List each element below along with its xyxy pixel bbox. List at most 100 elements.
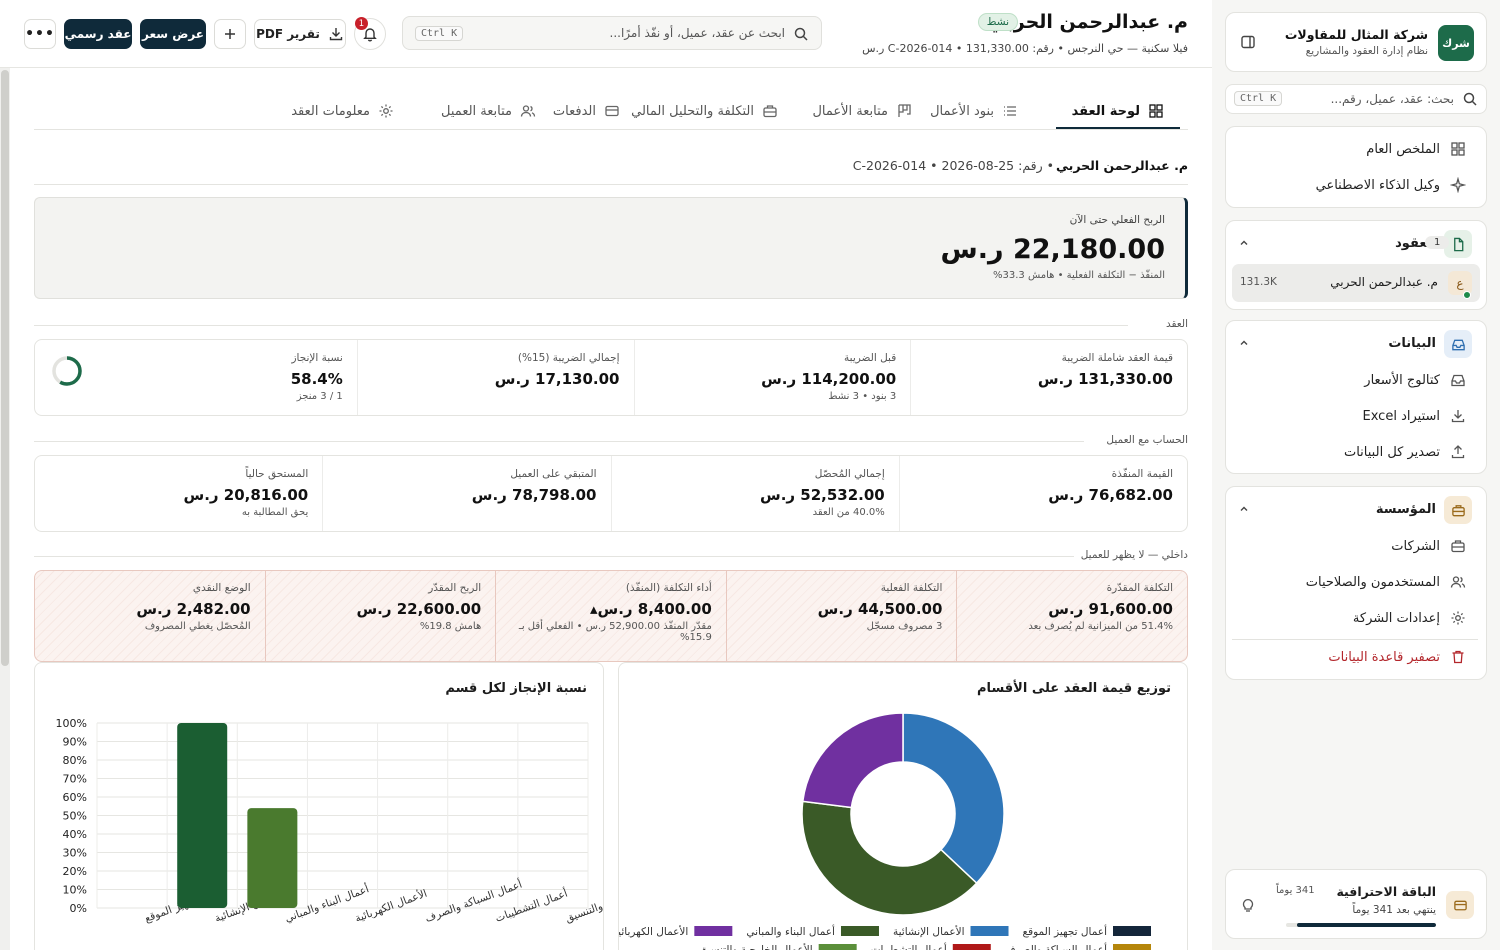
sidebar-item-export-all[interactable]: تصدير كل البيانات: [1344, 444, 1466, 460]
sidebar-search[interactable]: بحث: عقد، عميل، رقم... Ctrl K: [1225, 84, 1487, 114]
sidebar-item-label: استيراد Excel: [1362, 408, 1441, 424]
contracts-card: العقود 1 ع م. عبدالرحمن الحربي 131.3K: [1225, 220, 1487, 310]
chevron-up-icon[interactable]: [1238, 337, 1250, 349]
sparkle-icon: [1450, 177, 1466, 193]
sidebar-item-company-settings[interactable]: إعدادات الشركة: [1353, 610, 1466, 626]
sidebar-item-companies[interactable]: الشركات: [1391, 538, 1466, 554]
donut-chart: أعمال تجهيز الموقع الأعمال الإنشائية أعمال…: [619, 712, 1151, 950]
y-tick-label: 50%: [63, 810, 87, 823]
notifications-button[interactable]: 1: [354, 17, 386, 50]
stat-subtext: 40.0% من العقد: [812, 507, 885, 518]
stat-label: أداء التكلفة (المنفّذ): [625, 582, 712, 594]
search-icon: [793, 26, 809, 42]
global-search[interactable]: ابحث عن عقد، عميل، أو نفّذ أمرًا... Ctrl…: [402, 16, 822, 50]
sidebar-item-price-catalog[interactable]: كتالوج الأسعار: [1364, 372, 1466, 388]
sidebar-item-reset-db[interactable]: تصفير قاعدة البيانات: [1328, 649, 1466, 665]
scrollbar-track[interactable]: [0, 68, 10, 950]
main-content: م. عبدالرحمن الحربي نشط فيلا سكنية — حي …: [0, 0, 1212, 950]
more-options-button[interactable]: •••: [24, 19, 56, 49]
plan-name: الباقة الاحترافية: [1336, 884, 1436, 899]
briefcase-icon: [1450, 538, 1466, 554]
sidebar-item-import-excel[interactable]: استيراد Excel: [1363, 408, 1467, 424]
legend-swatch: [818, 944, 857, 950]
y-tick-label: 60%: [63, 791, 87, 804]
contracts-group-header[interactable]: العقود 1: [1224, 229, 1486, 259]
stat-label: المتبقي على العميل: [510, 468, 597, 480]
sidebar-toggle-icon[interactable]: [1240, 34, 1256, 50]
distribution-chart-panel: توزيع قيمة العقد على الأقسام أعمال تجهيز…: [618, 662, 1188, 950]
sidebar-item-label: تصفير قاعدة البيانات: [1328, 649, 1440, 665]
divider: [34, 325, 1128, 326]
tab-payments[interactable]: الدفعات: [553, 93, 620, 129]
scrollbar-thumb[interactable]: [1, 70, 9, 666]
completion-ring: [52, 356, 82, 386]
tab-contract-info[interactable]: معلومات العقد: [291, 93, 394, 129]
lightbulb-icon[interactable]: [1240, 897, 1256, 913]
sidebar-item-ai-agent[interactable]: وكيل الذكاء الاصطناعي: [1316, 177, 1466, 193]
legend-label[interactable]: أعمال السباكة والصرف: [1005, 942, 1107, 950]
chevron-up-icon[interactable]: [1238, 237, 1250, 249]
tab-work-items[interactable]: بنود الأعمال: [930, 93, 1018, 129]
pdf-report-label: تقرير PDF: [256, 27, 320, 41]
tab-client-tracking[interactable]: متابعة العميل: [441, 93, 536, 129]
y-tick-label: 80%: [63, 754, 87, 767]
tab-contract-dashboard[interactable]: لوحة العقد: [1055, 93, 1180, 129]
bell-icon: [363, 28, 377, 42]
official-contract-button[interactable]: عقد رسمي: [64, 19, 132, 49]
section-label-contract: العقد: [1165, 318, 1188, 330]
tab-label: التكلفة والتحليل المالي: [631, 103, 754, 119]
y-tick-label: 30%: [63, 847, 87, 860]
data-group-header[interactable]: البيانات: [1224, 329, 1486, 359]
stat-label: الربح المقدّر: [428, 582, 482, 594]
legend-label[interactable]: الأعمال الكهربائية: [619, 925, 688, 938]
stat-value: 58.4%: [290, 370, 343, 388]
pdf-report-button[interactable]: تقرير PDF: [254, 19, 346, 49]
sidebar-item-label: الشركات: [1391, 538, 1440, 554]
contract-item-name: م. عبدالرحمن الحربي: [1330, 275, 1438, 289]
legend-swatch: [952, 944, 991, 950]
quote-button[interactable]: عرض سعر: [140, 19, 206, 49]
y-tick-label: 90%: [63, 736, 87, 749]
stat-value: 131,330.00 ر.س: [1037, 370, 1173, 388]
legend-label[interactable]: أعمال البناء والمباني: [746, 924, 835, 938]
sidebar-item-label: كتالوج الأسعار: [1364, 372, 1440, 388]
legend-label[interactable]: أعمال التشطيبات: [871, 942, 947, 950]
donut-slice[interactable]: [801, 712, 904, 809]
stat-value: 44,500.00 ر.س: [817, 600, 943, 618]
company-logo[interactable]: شرك: [1438, 25, 1474, 61]
company-subtitle: نظام إدارة العقود والمشاريع: [1305, 45, 1428, 57]
stat-subtext: هامش 19.8%: [419, 621, 482, 632]
stat-subtext: 3 مصروف مسجّل: [866, 621, 943, 632]
stat-value: 78,798.00 ر.س: [471, 486, 597, 504]
y-tick-label: 0%: [70, 902, 87, 915]
donut-slice[interactable]: [801, 800, 978, 916]
stat-cell: نسبة الإنجاز 58.4% 1 / 3 منجز: [35, 340, 357, 415]
bar[interactable]: [177, 723, 228, 908]
tab-label: متابعة العميل: [441, 103, 512, 119]
tab-work-tracking[interactable]: متابعة الأعمال: [812, 93, 912, 129]
tab-label: بنود الأعمال: [930, 103, 994, 119]
credit-card-icon: [1446, 891, 1474, 919]
upload-icon: [1450, 444, 1466, 460]
org-group-header[interactable]: المؤسسة: [1224, 495, 1486, 525]
legend-label[interactable]: أعمال تجهيز الموقع: [1023, 924, 1108, 938]
contract-item-alharbi[interactable]: ع م. عبدالرحمن الحربي 131.3K: [1232, 264, 1480, 302]
sidebar-item-overview[interactable]: الملخص العام: [1366, 141, 1466, 157]
stat-cell: المستحق حالياً 20,816.00 ر.س يحق المطالبة …: [35, 456, 322, 531]
legend-label[interactable]: الأعمال الخارجية والتنسيق: [699, 943, 813, 950]
add-button[interactable]: [214, 19, 246, 49]
stat-value: 91,600.00 ر.س: [1048, 600, 1173, 618]
legend-label[interactable]: الأعمال الإنشائية: [893, 925, 965, 938]
donut-slice[interactable]: [902, 712, 1005, 885]
stat-value: 52,532.00 ر.س: [760, 486, 885, 504]
chevron-up-icon[interactable]: [1238, 503, 1250, 515]
bar[interactable]: [247, 808, 298, 908]
main-nav-card: الملخص العام وكيل الذكاء الاصطناعي: [1225, 126, 1487, 208]
stat-cell: قبل الضريبة 114,200.00 ر.س 3 بنود • 3 نشط: [633, 340, 911, 415]
tab-cost-analysis[interactable]: التكلفة والتحليل المالي: [631, 93, 778, 129]
plan-progress-fill: [1296, 923, 1436, 927]
sidebar-item-users[interactable]: المستخدمون والصلاحيات: [1306, 574, 1466, 590]
org-group-label: المؤسسة: [1375, 502, 1436, 517]
stat-value: 76,682.00 ر.س: [1048, 486, 1173, 504]
sidebar: شرك شركة المثال للمقاولات نظام إدارة الع…: [287, 0, 1500, 950]
